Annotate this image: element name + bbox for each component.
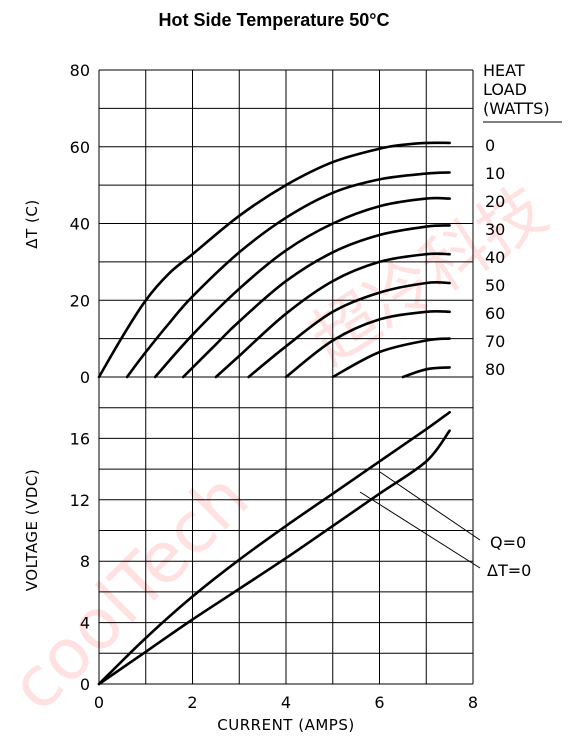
top-plot-grid [98, 69, 474, 378]
legend-entry: 0 [485, 136, 495, 155]
heat-load-curve-50 [247, 280, 451, 379]
heat-load-curve-10 [125, 171, 451, 379]
heat-load-curve-30 [181, 224, 451, 379]
x-tick-label: 4 [281, 693, 291, 712]
x-tick-label: 8 [468, 693, 478, 712]
top-y-axis-label: ΔT (C) [23, 199, 41, 248]
bottom-plot-curves [97, 411, 451, 686]
q0-leader-line [379, 471, 481, 541]
bottom-y-tick-label: 8 [80, 552, 90, 571]
x-tick-label: 0 [94, 693, 104, 712]
top-y-tick-label: 80 [70, 61, 90, 80]
x-axis-label: CURRENT (AMPS) [217, 716, 354, 734]
heat-load-curve-60 [284, 309, 451, 379]
legend-title-line: LOAD [483, 80, 527, 99]
heat-load-curve-70 [331, 337, 451, 379]
bottom-y-tick-label: 4 [80, 614, 90, 633]
x-tick-label: 6 [374, 693, 384, 712]
legend-title-line: HEAT [483, 61, 525, 80]
bottom-y-tick-label: 12 [70, 491, 90, 510]
heat-load-curve-40 [214, 252, 451, 379]
heat-load-curve-0 [97, 141, 451, 379]
bottom-y-tick-label: 16 [70, 429, 90, 448]
watermark-chinese: 超冷科技 [297, 171, 560, 379]
legend-entry: 80 [485, 360, 505, 379]
legend-entry: 20 [485, 192, 505, 211]
legend-entry: 70 [485, 332, 505, 351]
chart-title: Hot Side Temperature 50°C [159, 10, 390, 30]
bottom-y-tick-label: 0 [80, 675, 90, 694]
dt0-label: ΔT=0 [487, 561, 531, 580]
legend-entry: 40 [485, 248, 505, 267]
heat-load-curve-80 [401, 366, 451, 379]
q0-label: Q=0 [490, 533, 526, 552]
top-y-tick-label: 60 [70, 138, 90, 157]
dt0-leader-line [359, 491, 481, 569]
axis-labels: ΔT (C) VOLTAGE (VDC) CURRENT (AMPS) [23, 199, 354, 734]
top-y-tick-label: 20 [70, 291, 90, 310]
bottom-plot-grid [98, 376, 474, 685]
legend-entry: 60 [485, 304, 505, 323]
top-y-tick-label: 40 [70, 215, 90, 234]
x-tick-label: 2 [187, 693, 197, 712]
top-plot-curves [97, 141, 451, 379]
legend-title-line: (WATTS) [483, 99, 550, 118]
heat-load-curve-20 [153, 196, 451, 379]
voltage-curve-dt0 [97, 429, 451, 686]
legend-entry: 10 [485, 164, 505, 183]
legend-entry: 30 [485, 220, 505, 239]
voltage-curve-q0 [97, 411, 451, 686]
top-y-tick-label: 0 [80, 368, 90, 387]
legend-entry: 50 [485, 276, 505, 295]
tick-labels: 0 20 40 60 80 0 4 8 12 16 0 2 4 6 8 [70, 61, 478, 712]
bottom-y-axis-label: VOLTAGE (VDC) [23, 469, 41, 591]
